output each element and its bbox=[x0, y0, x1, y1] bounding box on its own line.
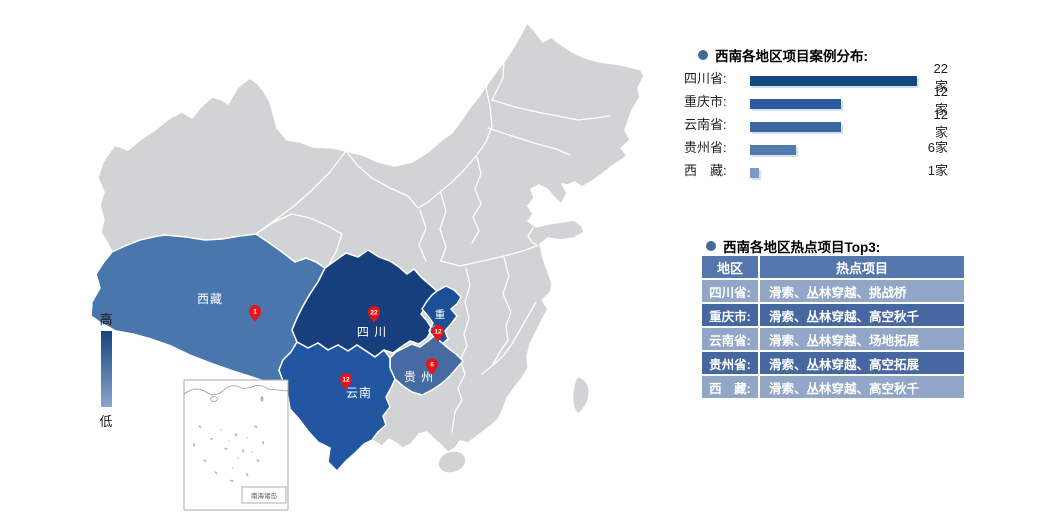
map-pin-guizhou: 6 bbox=[426, 358, 438, 375]
table-row: 重庆市: 滑索、丛林穿越、高空秋千 bbox=[702, 304, 964, 326]
bar-value: 22家 bbox=[933, 60, 948, 94]
map-pin-xizang: 1 bbox=[249, 305, 261, 322]
svg-text:22: 22 bbox=[370, 309, 378, 316]
bar-label: 云南省: bbox=[684, 117, 727, 132]
legend-gradient bbox=[101, 331, 112, 407]
bar-label: 四川省: bbox=[684, 71, 727, 86]
bar bbox=[750, 121, 841, 132]
map-pin-sichuan: 22 bbox=[368, 306, 380, 323]
province-borders bbox=[255, 61, 611, 433]
projects-cell: 滑索、丛林穿越、高空拓展 bbox=[760, 352, 964, 374]
bar-label: 贵州省: bbox=[684, 140, 727, 155]
region-cell: 贵州省: bbox=[702, 352, 758, 374]
hainan-island bbox=[437, 450, 467, 474]
inset-islands bbox=[193, 425, 265, 491]
hotspot-table-title-text: 西南各地区热点项目Top3: bbox=[723, 240, 881, 255]
svg-text:12: 12 bbox=[434, 328, 442, 335]
bar-row: 云南省: 12家 bbox=[684, 107, 948, 140]
province-label-yunnan: 云南 bbox=[346, 385, 372, 400]
bar-row: 西 藏: 1家 bbox=[684, 158, 948, 181]
province-label-guizhou: 贵 州 bbox=[404, 370, 434, 384]
bullet-icon bbox=[698, 50, 708, 60]
map-legend: 高 低 bbox=[99, 312, 112, 429]
hotspot-table: 地区 热点项目 四川省: 滑索、丛林穿越、挑战桥 重庆市: 滑索、丛林穿越、高空… bbox=[700, 254, 966, 400]
hotspot-table-title: 西南各地区热点项目Top3: bbox=[706, 236, 880, 256]
bar-row: 贵州省: 6家 bbox=[684, 135, 948, 158]
table-row: 西 藏: 滑索、丛林穿越、高空秋千 bbox=[702, 376, 964, 398]
legend-low-label: 低 bbox=[99, 414, 112, 429]
bar bbox=[750, 167, 759, 178]
province-chongqing bbox=[421, 285, 462, 346]
bullet-icon bbox=[706, 241, 716, 251]
province-label-sichuan: 四 川 bbox=[357, 325, 387, 339]
bar-value: 6家 bbox=[927, 140, 948, 155]
bar-track bbox=[750, 142, 922, 155]
province-label-chongqing-1: 重 bbox=[435, 308, 446, 321]
bar-label: 西 藏: bbox=[684, 163, 727, 178]
province-label-xizang: 西藏 bbox=[197, 292, 223, 306]
map-pin-yunnan: 12 bbox=[340, 373, 352, 390]
table-row: 云南省: 滑索、丛林穿越、场地拓展 bbox=[702, 328, 964, 350]
table-header-row: 地区 热点项目 bbox=[702, 256, 964, 278]
bar-value: 12家 bbox=[933, 83, 948, 117]
projects-cell: 滑索、丛林穿越、场地拓展 bbox=[760, 328, 964, 350]
region-cell: 重庆市: bbox=[702, 304, 758, 326]
bar-row: 重庆市: 12家 bbox=[684, 84, 948, 117]
legend-high-label: 高 bbox=[99, 312, 112, 327]
bar-track bbox=[750, 73, 922, 86]
province-yunnan bbox=[278, 341, 396, 472]
svg-text:1: 1 bbox=[253, 308, 257, 315]
projects-cell: 滑索、丛林穿越、高空秋千 bbox=[760, 304, 964, 326]
bar-track bbox=[750, 165, 922, 178]
region-cell: 西 藏: bbox=[702, 376, 758, 398]
bar bbox=[750, 144, 796, 155]
bar-row: 四川省: 22家 bbox=[684, 61, 948, 94]
bar bbox=[750, 75, 917, 86]
taiwan-island bbox=[572, 376, 590, 415]
projects-cell: 滑索、丛林穿越、挑战桥 bbox=[760, 280, 964, 302]
bar-chart: 四川省: 22家 重庆市: 12家 云南省: 12家 贵州省: 6家 西 藏: … bbox=[684, 61, 948, 181]
table-header-region: 地区 bbox=[702, 256, 758, 278]
bar bbox=[750, 98, 841, 109]
map-pins: 1 22 12 6 12 bbox=[249, 305, 444, 390]
china-map: 高 低 bbox=[90, 22, 645, 511]
map-pin-chongqing: 12 bbox=[432, 325, 444, 342]
bar-track bbox=[750, 119, 922, 132]
projects-cell: 滑索、丛林穿越、高空秋千 bbox=[760, 376, 964, 398]
bar-track bbox=[750, 96, 922, 109]
svg-text:6: 6 bbox=[430, 361, 434, 368]
svg-text:12: 12 bbox=[342, 376, 350, 383]
table-row: 四川省: 滑索、丛林穿越、挑战桥 bbox=[702, 280, 964, 302]
bar-chart-title-text: 西南各地区项目案例分布: bbox=[715, 49, 868, 64]
region-cell: 云南省: bbox=[702, 328, 758, 350]
inset-label: 南海诸岛 bbox=[251, 491, 277, 500]
table-row: 贵州省: 滑索、丛林穿越、高空拓展 bbox=[702, 352, 964, 374]
bar-value: 1家 bbox=[927, 163, 948, 178]
bar-chart-title: 西南各地区项目案例分布: bbox=[698, 45, 868, 65]
bar-label: 重庆市: bbox=[684, 94, 727, 109]
table-header-projects: 热点项目 bbox=[760, 256, 964, 278]
region-cell: 四川省: bbox=[702, 280, 758, 302]
bar-value: 12家 bbox=[933, 106, 948, 140]
inset-map: 南海诸岛 bbox=[183, 379, 289, 511]
